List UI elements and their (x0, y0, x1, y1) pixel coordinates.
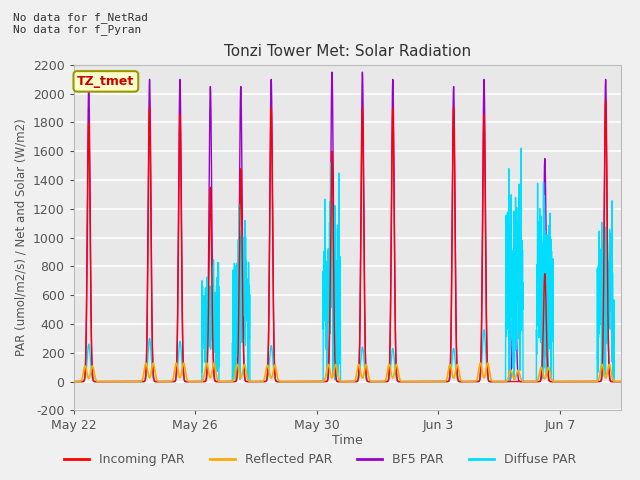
X-axis label: Time: Time (332, 434, 363, 447)
Y-axis label: PAR (umol/m2/s) / Net and Solar (W/m2): PAR (umol/m2/s) / Net and Solar (W/m2) (14, 119, 27, 357)
Title: Tonzi Tower Met: Solar Radiation: Tonzi Tower Met: Solar Radiation (223, 45, 471, 60)
Text: TZ_tmet: TZ_tmet (77, 75, 134, 88)
Legend: Incoming PAR, Reflected PAR, BF5 PAR, Diffuse PAR: Incoming PAR, Reflected PAR, BF5 PAR, Di… (59, 448, 581, 471)
Text: No data for f_Pyran: No data for f_Pyran (13, 24, 141, 35)
Text: No data for f_NetRad: No data for f_NetRad (13, 12, 148, 23)
